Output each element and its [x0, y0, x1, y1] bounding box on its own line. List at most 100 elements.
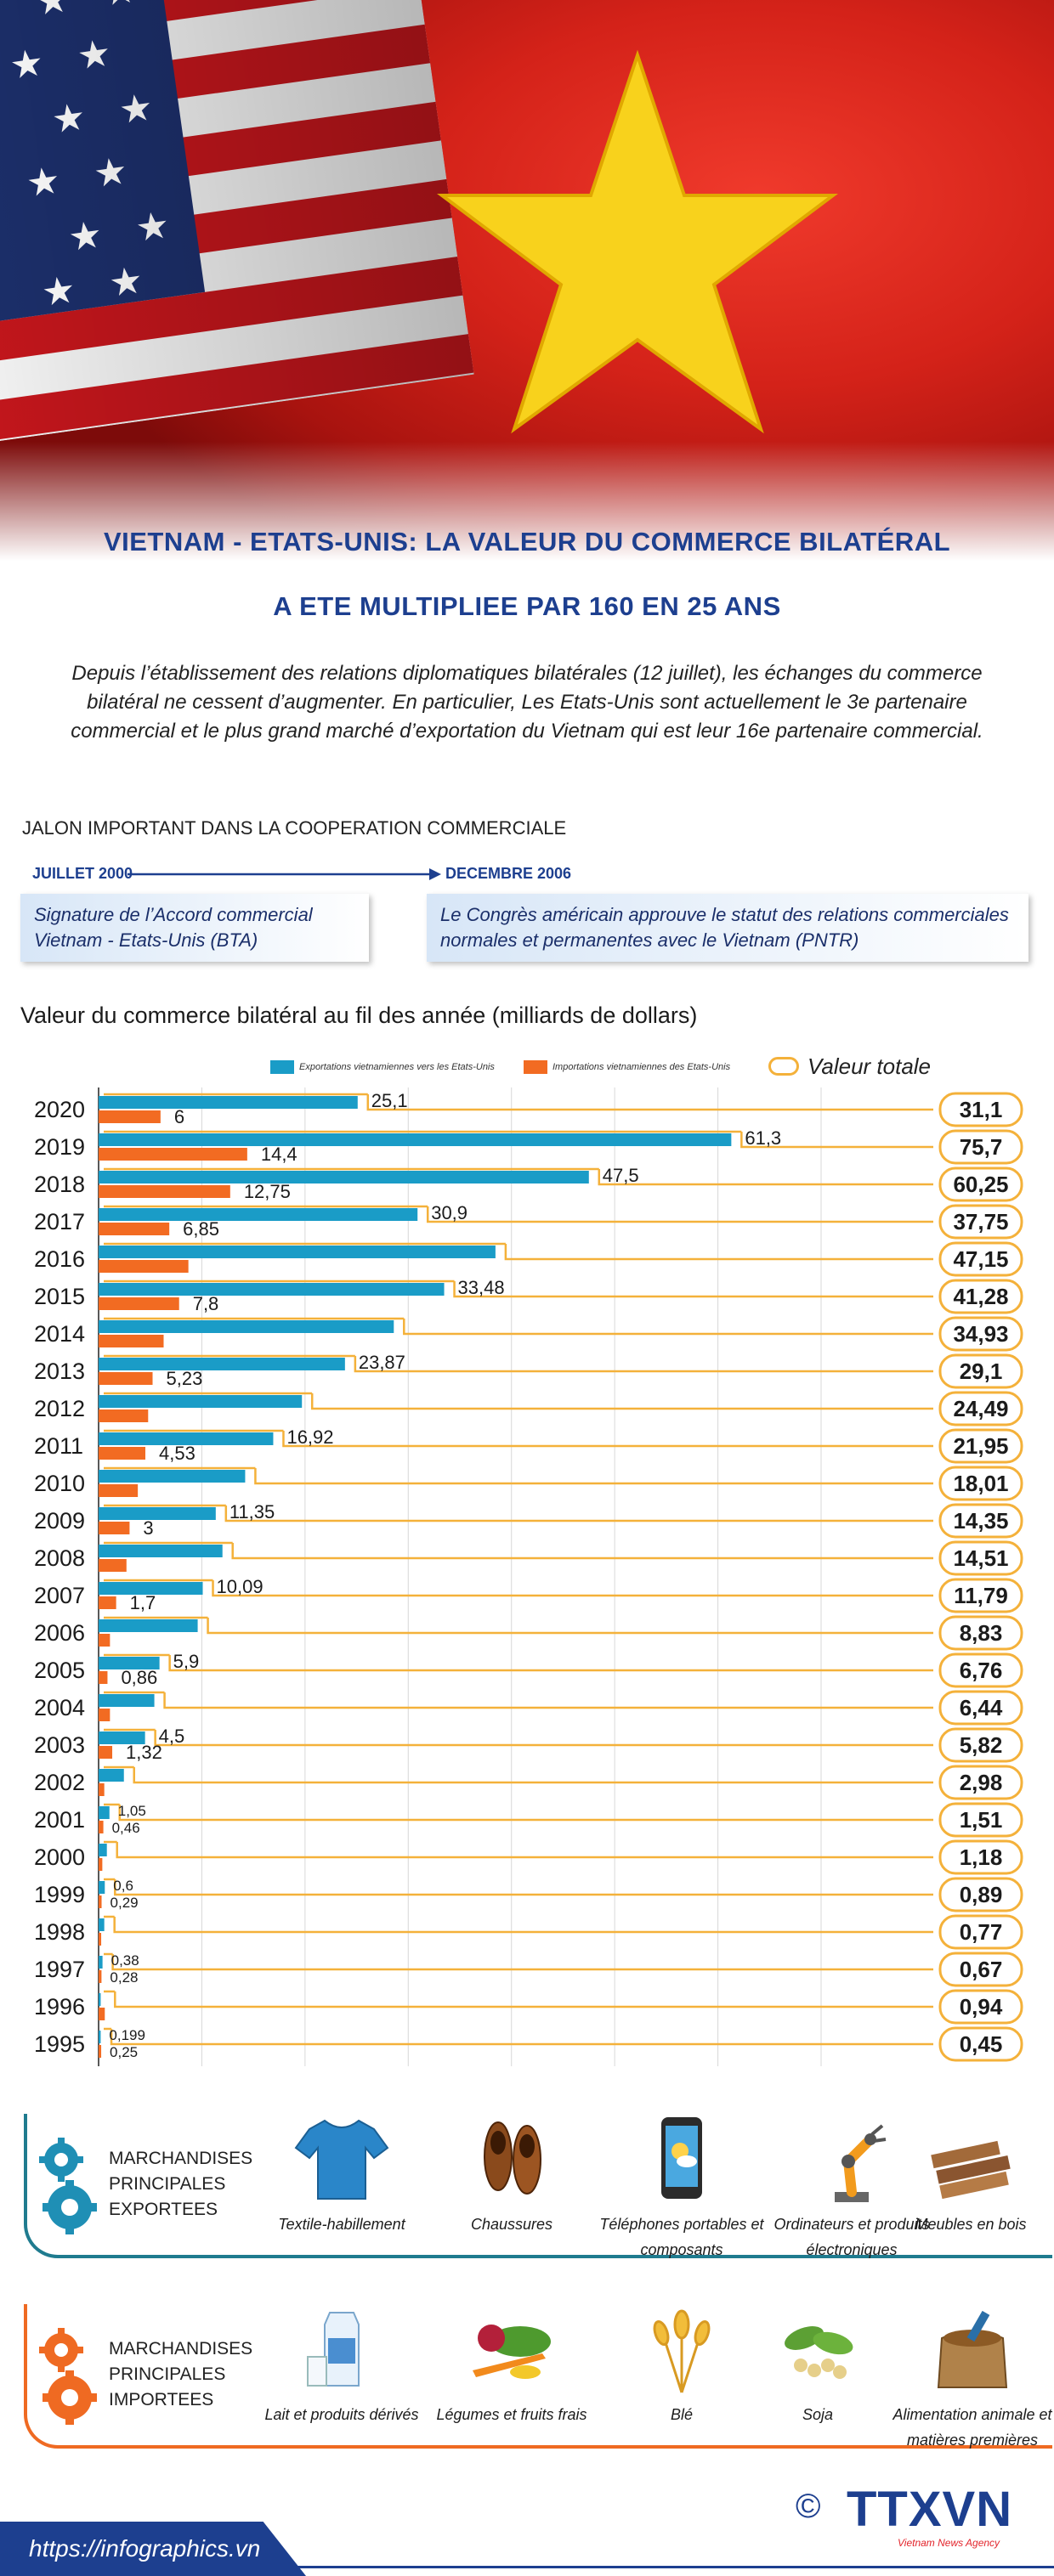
- total-value-label: 47,15: [953, 1246, 1008, 1272]
- total-value-pill: [938, 1092, 1023, 1127]
- footer-url-link[interactable]: https://infographics.vn: [29, 2535, 261, 2562]
- year-tick-label: 2014: [34, 1321, 85, 1347]
- total-value-label: 41,28: [953, 1284, 1008, 1309]
- exports-bar: [99, 1956, 103, 1969]
- imports-value-label: 0,46: [112, 1820, 140, 1836]
- exports-bar: [99, 1731, 145, 1744]
- year-tick-label: 2007: [34, 1583, 85, 1608]
- tshirt-icon: [294, 2119, 389, 2200]
- exports-value-label: 5,9: [173, 1651, 200, 1672]
- imports-goods-label: MARCHANDISES PRINCIPALES IMPORTEES: [109, 2339, 253, 2409]
- total-value-pill: [938, 1952, 1023, 1987]
- imports-value-label: 5,23: [167, 1368, 203, 1389]
- imports-bar: [99, 1821, 104, 1833]
- total-value-label: 6,76: [960, 1658, 1003, 1683]
- exports-bar: [99, 1806, 110, 1819]
- exports-value-label: 25,1: [371, 1090, 408, 1111]
- imports-value-label: 0,25: [110, 2044, 138, 2060]
- trade-bar-chart: 2020 25,1 6 31,1 2019 61,3 14,4 75,7 2018 47,5 12,…: [34, 1087, 1023, 2066]
- exports-bar: [99, 1619, 198, 1632]
- exports-bar: [99, 1545, 223, 1557]
- exports-value-label: 16,92: [286, 1426, 333, 1448]
- total-value-pill: [938, 1167, 1023, 1202]
- imports-value-label: 3: [143, 1517, 153, 1539]
- total-connector: [133, 1767, 933, 1784]
- total-connector: [453, 1281, 933, 1298]
- total-connector: [111, 1954, 933, 1971]
- export-item-furniture: Meubles en bois: [886, 2114, 1054, 2237]
- wheat-icon: [653, 2309, 711, 2393]
- imports-bar: [99, 1447, 146, 1460]
- milestone-date-2: DECEMBRE 2006: [445, 865, 572, 882]
- exports-bar: [99, 1657, 160, 1669]
- total-value-pill: [938, 1503, 1023, 1539]
- footer-bar: [0, 2522, 306, 2576]
- total-value-label: 14,35: [953, 1508, 1008, 1534]
- exports-bar: [99, 1918, 105, 1931]
- exports-value-label: 30,9: [431, 1202, 468, 1223]
- year-tick-label: 2001: [34, 1807, 85, 1833]
- total-value-label: 1,18: [960, 1844, 1003, 1870]
- total-connector: [168, 1655, 933, 1672]
- total-value-pill: [938, 1765, 1023, 1800]
- total-value-label: 37,75: [953, 1209, 1008, 1234]
- import-item-milk: Lait et produits dérivés: [257, 2304, 427, 2427]
- total-value-label: 5,82: [960, 1732, 1003, 1758]
- total-value-label: 0,45: [960, 2031, 1003, 2057]
- export-item-phones: Téléphones portables et composants: [597, 2114, 767, 2262]
- total-connector: [231, 1543, 933, 1560]
- total-connector: [366, 1094, 933, 1111]
- year-tick-label: 1998: [34, 1919, 85, 1945]
- export-item-label: Meubles en bois: [915, 2216, 1027, 2233]
- page-title-line-2: A ETE MULTIPLIEE PAR 160 EN 25 ANS: [273, 591, 781, 621]
- year-tick-label: 2018: [34, 1172, 85, 1197]
- year-tick-label: 2002: [34, 1770, 85, 1795]
- exports-bar: [99, 1096, 358, 1109]
- imports-value-label: 6,85: [183, 1218, 219, 1240]
- exports-bar: [99, 1208, 418, 1221]
- imports-bar: [99, 1634, 110, 1647]
- imports-value-label: 14,4: [261, 1144, 298, 1165]
- year-tick-label: 1996: [34, 1994, 85, 2020]
- total-value-label: 18,01: [953, 1471, 1008, 1496]
- exports-bar: [99, 1320, 394, 1333]
- total-value-pill: [938, 1466, 1023, 1501]
- imports-value-label: 7,8: [193, 1293, 219, 1314]
- imports-value-label: 0,29: [110, 1895, 139, 1911]
- export-item-label: Ordinateurs et produits électroniques: [774, 2216, 930, 2258]
- imports-bar: [99, 1596, 116, 1609]
- import-item-feed: Alimentation animale et matières premièr…: [887, 2304, 1054, 2453]
- legend-exports-swatch: [270, 1060, 294, 1074]
- page-title-line-1: VIETNAM - ETATS-UNIS: LA VALEUR DU COMME…: [103, 527, 951, 556]
- import-item-vegetables: Légumes et fruits frais: [427, 2304, 597, 2427]
- year-tick-label: 2006: [34, 1620, 85, 1646]
- exports-bar: [99, 1171, 589, 1183]
- exports-value-label: 23,87: [359, 1352, 405, 1373]
- total-value-pill: [938, 1877, 1023, 1912]
- total-value-pill: [938, 1540, 1023, 1576]
- year-tick-label: 2005: [34, 1658, 85, 1683]
- imports-goods-panel: MARCHANDISES PRINCIPALES IMPORTEES Lait …: [24, 2304, 1052, 2449]
- exports-value-label: 0,199: [109, 2027, 145, 2043]
- exports-bar: [99, 2031, 101, 2043]
- exports-value-label: 10,09: [217, 1576, 264, 1597]
- total-value-label: 29,1: [960, 1359, 1003, 1384]
- total-value-pill: [938, 1652, 1023, 1688]
- year-tick-label: 2020: [34, 1097, 85, 1122]
- imports-bar: [99, 1297, 179, 1310]
- milestone-heading: JALON IMPORTANT DANS LA COOPERATION COMM…: [22, 817, 567, 839]
- total-value-pill: [938, 1353, 1023, 1389]
- exports-value-label: 0,38: [111, 1952, 139, 1969]
- total-value-label: 14,51: [953, 1545, 1008, 1571]
- total-value-pill: [938, 1391, 1023, 1426]
- imports-bar: [99, 1709, 110, 1721]
- gear-icon: [39, 2138, 97, 2234]
- imports-value-label: 1,7: [130, 1592, 156, 1613]
- imports-value-label: 0,28: [110, 1969, 138, 1986]
- total-value-label: 75,7: [960, 1134, 1003, 1160]
- total-value-label: 0,89: [960, 1882, 1003, 1907]
- import-item-label: Lait et produits dérivés: [264, 2406, 419, 2423]
- milk-icon: [307, 2312, 360, 2387]
- total-connector: [740, 1132, 933, 1149]
- exports-bar: [99, 1432, 274, 1445]
